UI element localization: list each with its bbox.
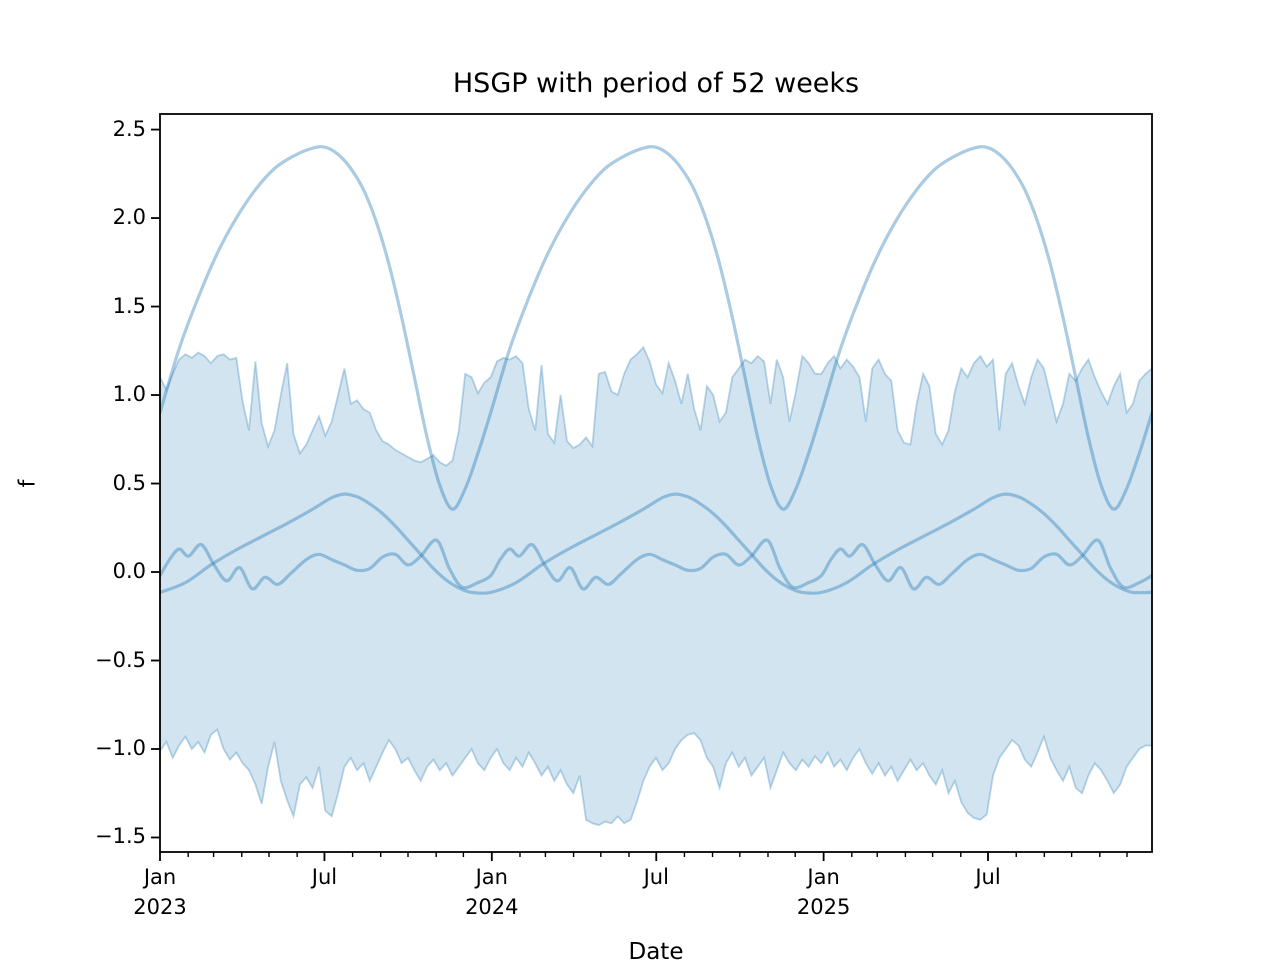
y-tick-label: 2.0 <box>112 205 146 230</box>
x-axis-label: Date <box>628 939 684 965</box>
hdi-band-upper-edge <box>160 345 1152 467</box>
y-tick-label: 0.5 <box>112 470 146 495</box>
sample-curve-3 <box>160 538 1152 591</box>
sample-curve-1 <box>160 145 1152 511</box>
y-tick-label: −1.5 <box>95 824 146 849</box>
sample-curve-2 <box>160 492 1152 595</box>
y-tick-label: 1.5 <box>112 293 146 318</box>
x-tick-label: Jan 2025 <box>796 865 851 919</box>
x-tick-label: Jul <box>643 865 669 889</box>
chart-title: HSGP with period of 52 weeks <box>452 68 860 99</box>
x-tick-label: Jul <box>975 865 1001 889</box>
y-tick-label: −1.0 <box>95 735 146 760</box>
x-tick-label: Jul <box>311 865 338 889</box>
hdi-band <box>160 347 1152 826</box>
y-tick-label: 1.0 <box>112 382 146 407</box>
x-tick-label: Jan 2024 <box>465 865 519 919</box>
y-tick-label: 2.5 <box>112 116 146 141</box>
hdi-band-lower-edge <box>160 727 1152 827</box>
y-tick-label: 0.0 <box>112 559 146 584</box>
y-tick-label: −0.5 <box>95 647 146 672</box>
x-tick-label: Jan 2023 <box>133 865 187 919</box>
